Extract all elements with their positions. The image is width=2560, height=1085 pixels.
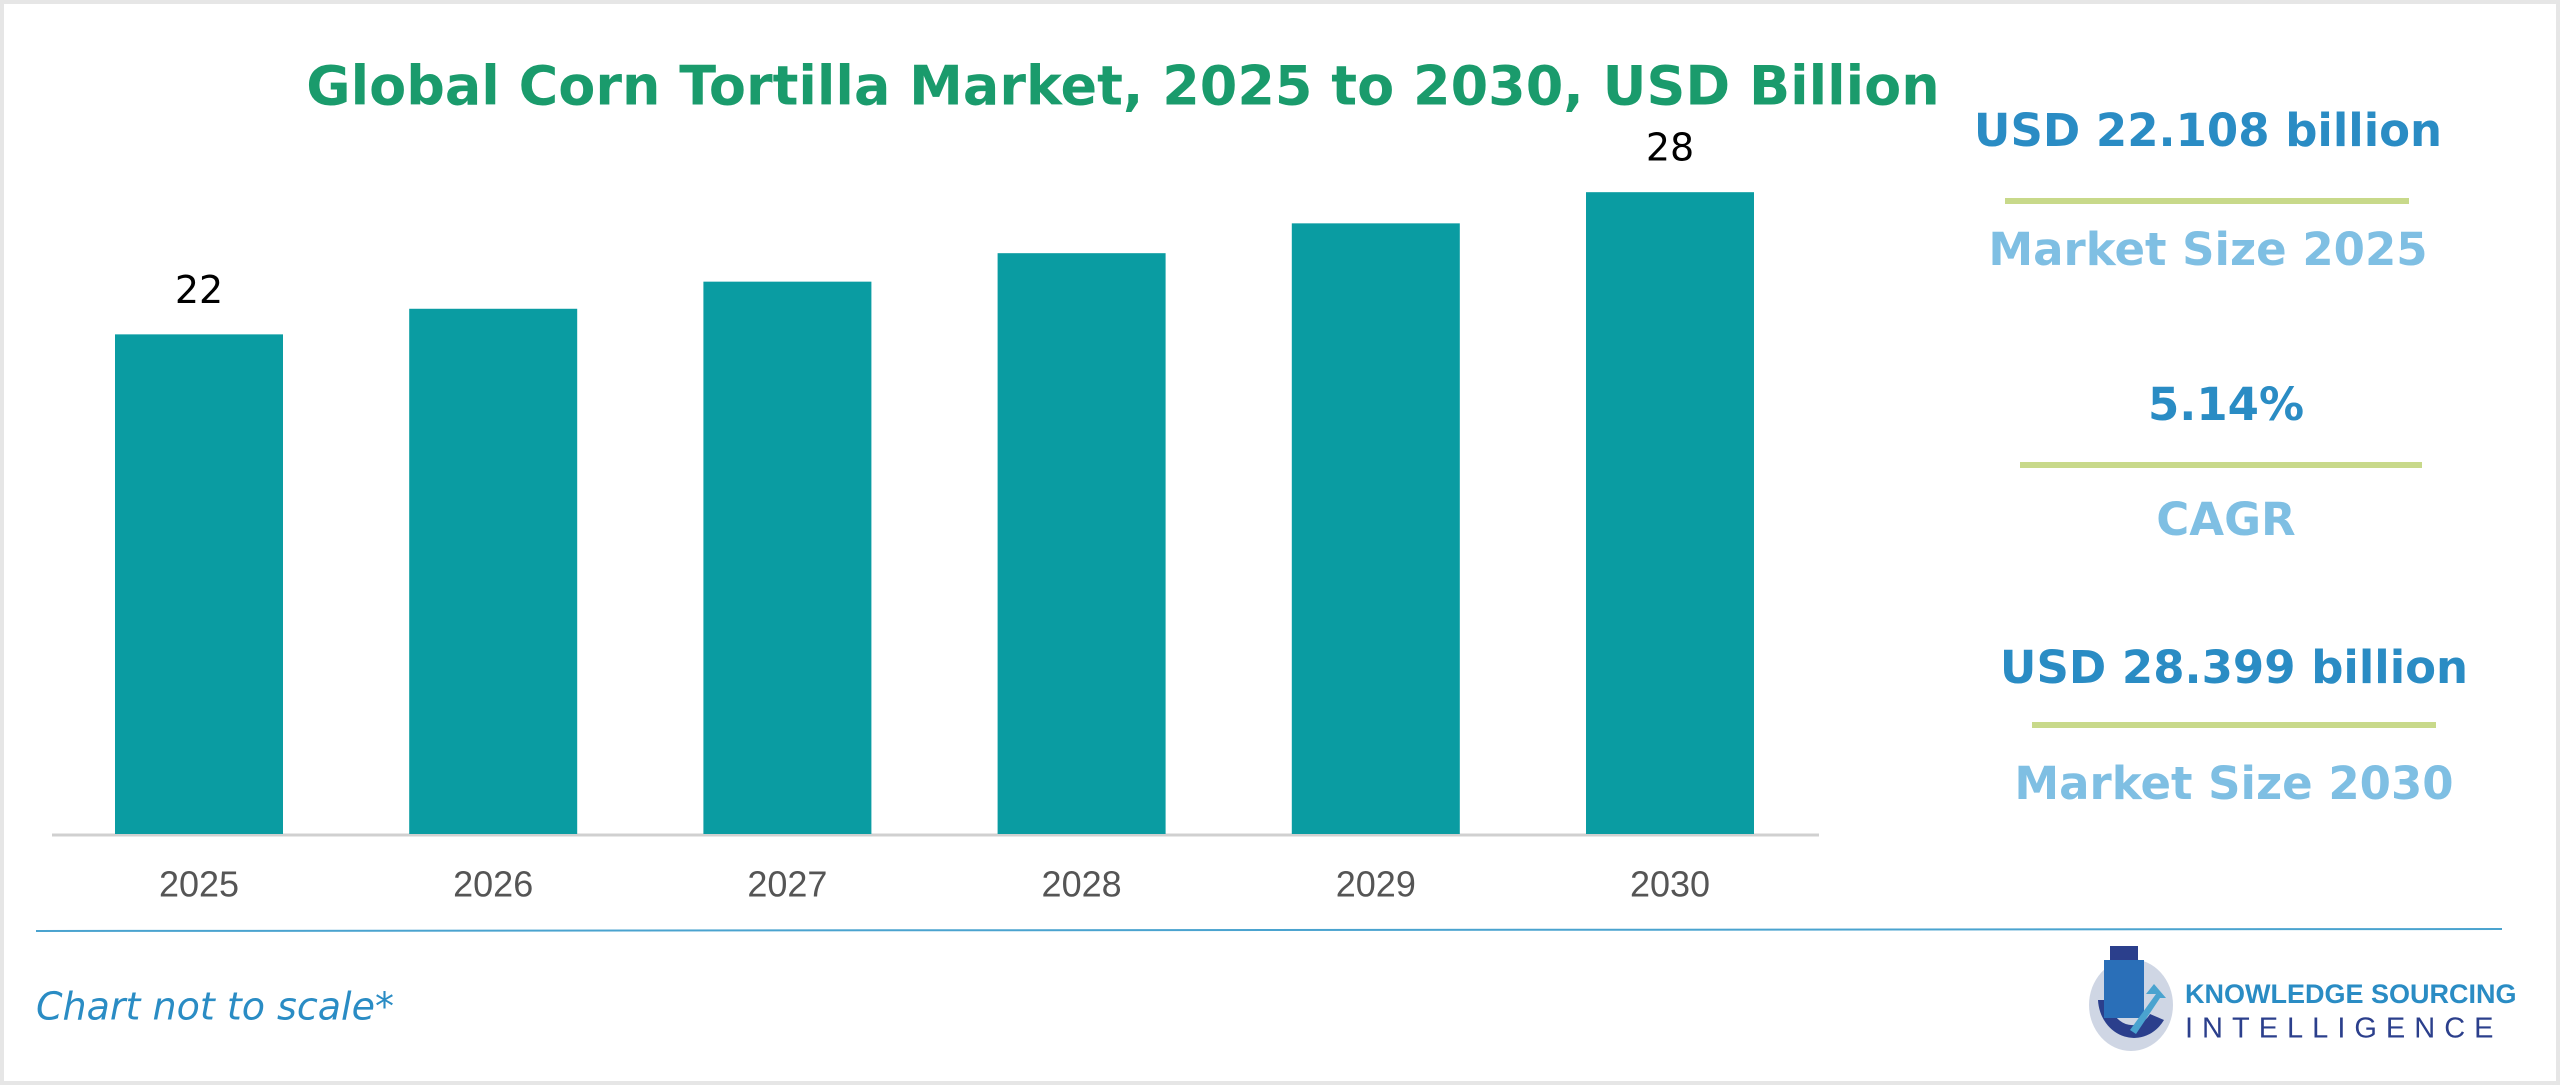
stat-value: USD 28.399 billion [2000,641,2468,694]
stat-label: CAGR [2156,493,2295,546]
x-tick-label: 2025 [159,864,239,905]
logo-text: KNOWLEDGE SOURCING [2185,979,2517,1009]
bar [1291,223,1460,834]
bar [115,334,283,834]
stat-value: USD 22.108 billion [1974,104,2442,157]
x-tick-label: 2027 [747,864,827,905]
bar [997,253,1166,834]
stat-label: Market Size 2025 [1988,223,2427,276]
x-tick-label: 2029 [1336,864,1416,905]
stat-label: Market Size 2030 [2014,757,2453,810]
bar [703,281,872,834]
bar [1586,192,1754,834]
value-label: 28 [1646,126,1694,170]
chart-title: Global Corn Tortilla Market, 2025 to 203… [306,55,1939,118]
logo-text: INTELLIGENCE [2185,1013,2503,1045]
stat-value: 5.14% [2148,378,2304,431]
x-tick-label: 2030 [1630,864,1710,905]
bar [409,308,578,834]
logo-icon [2089,946,2173,1051]
footer-rule [35,928,2503,932]
x-tick-label: 2028 [1042,864,1122,905]
footer-note: Chart not to scale* [36,985,394,1029]
x-tick-label: 2026 [453,864,533,905]
value-label: 22 [175,268,223,312]
